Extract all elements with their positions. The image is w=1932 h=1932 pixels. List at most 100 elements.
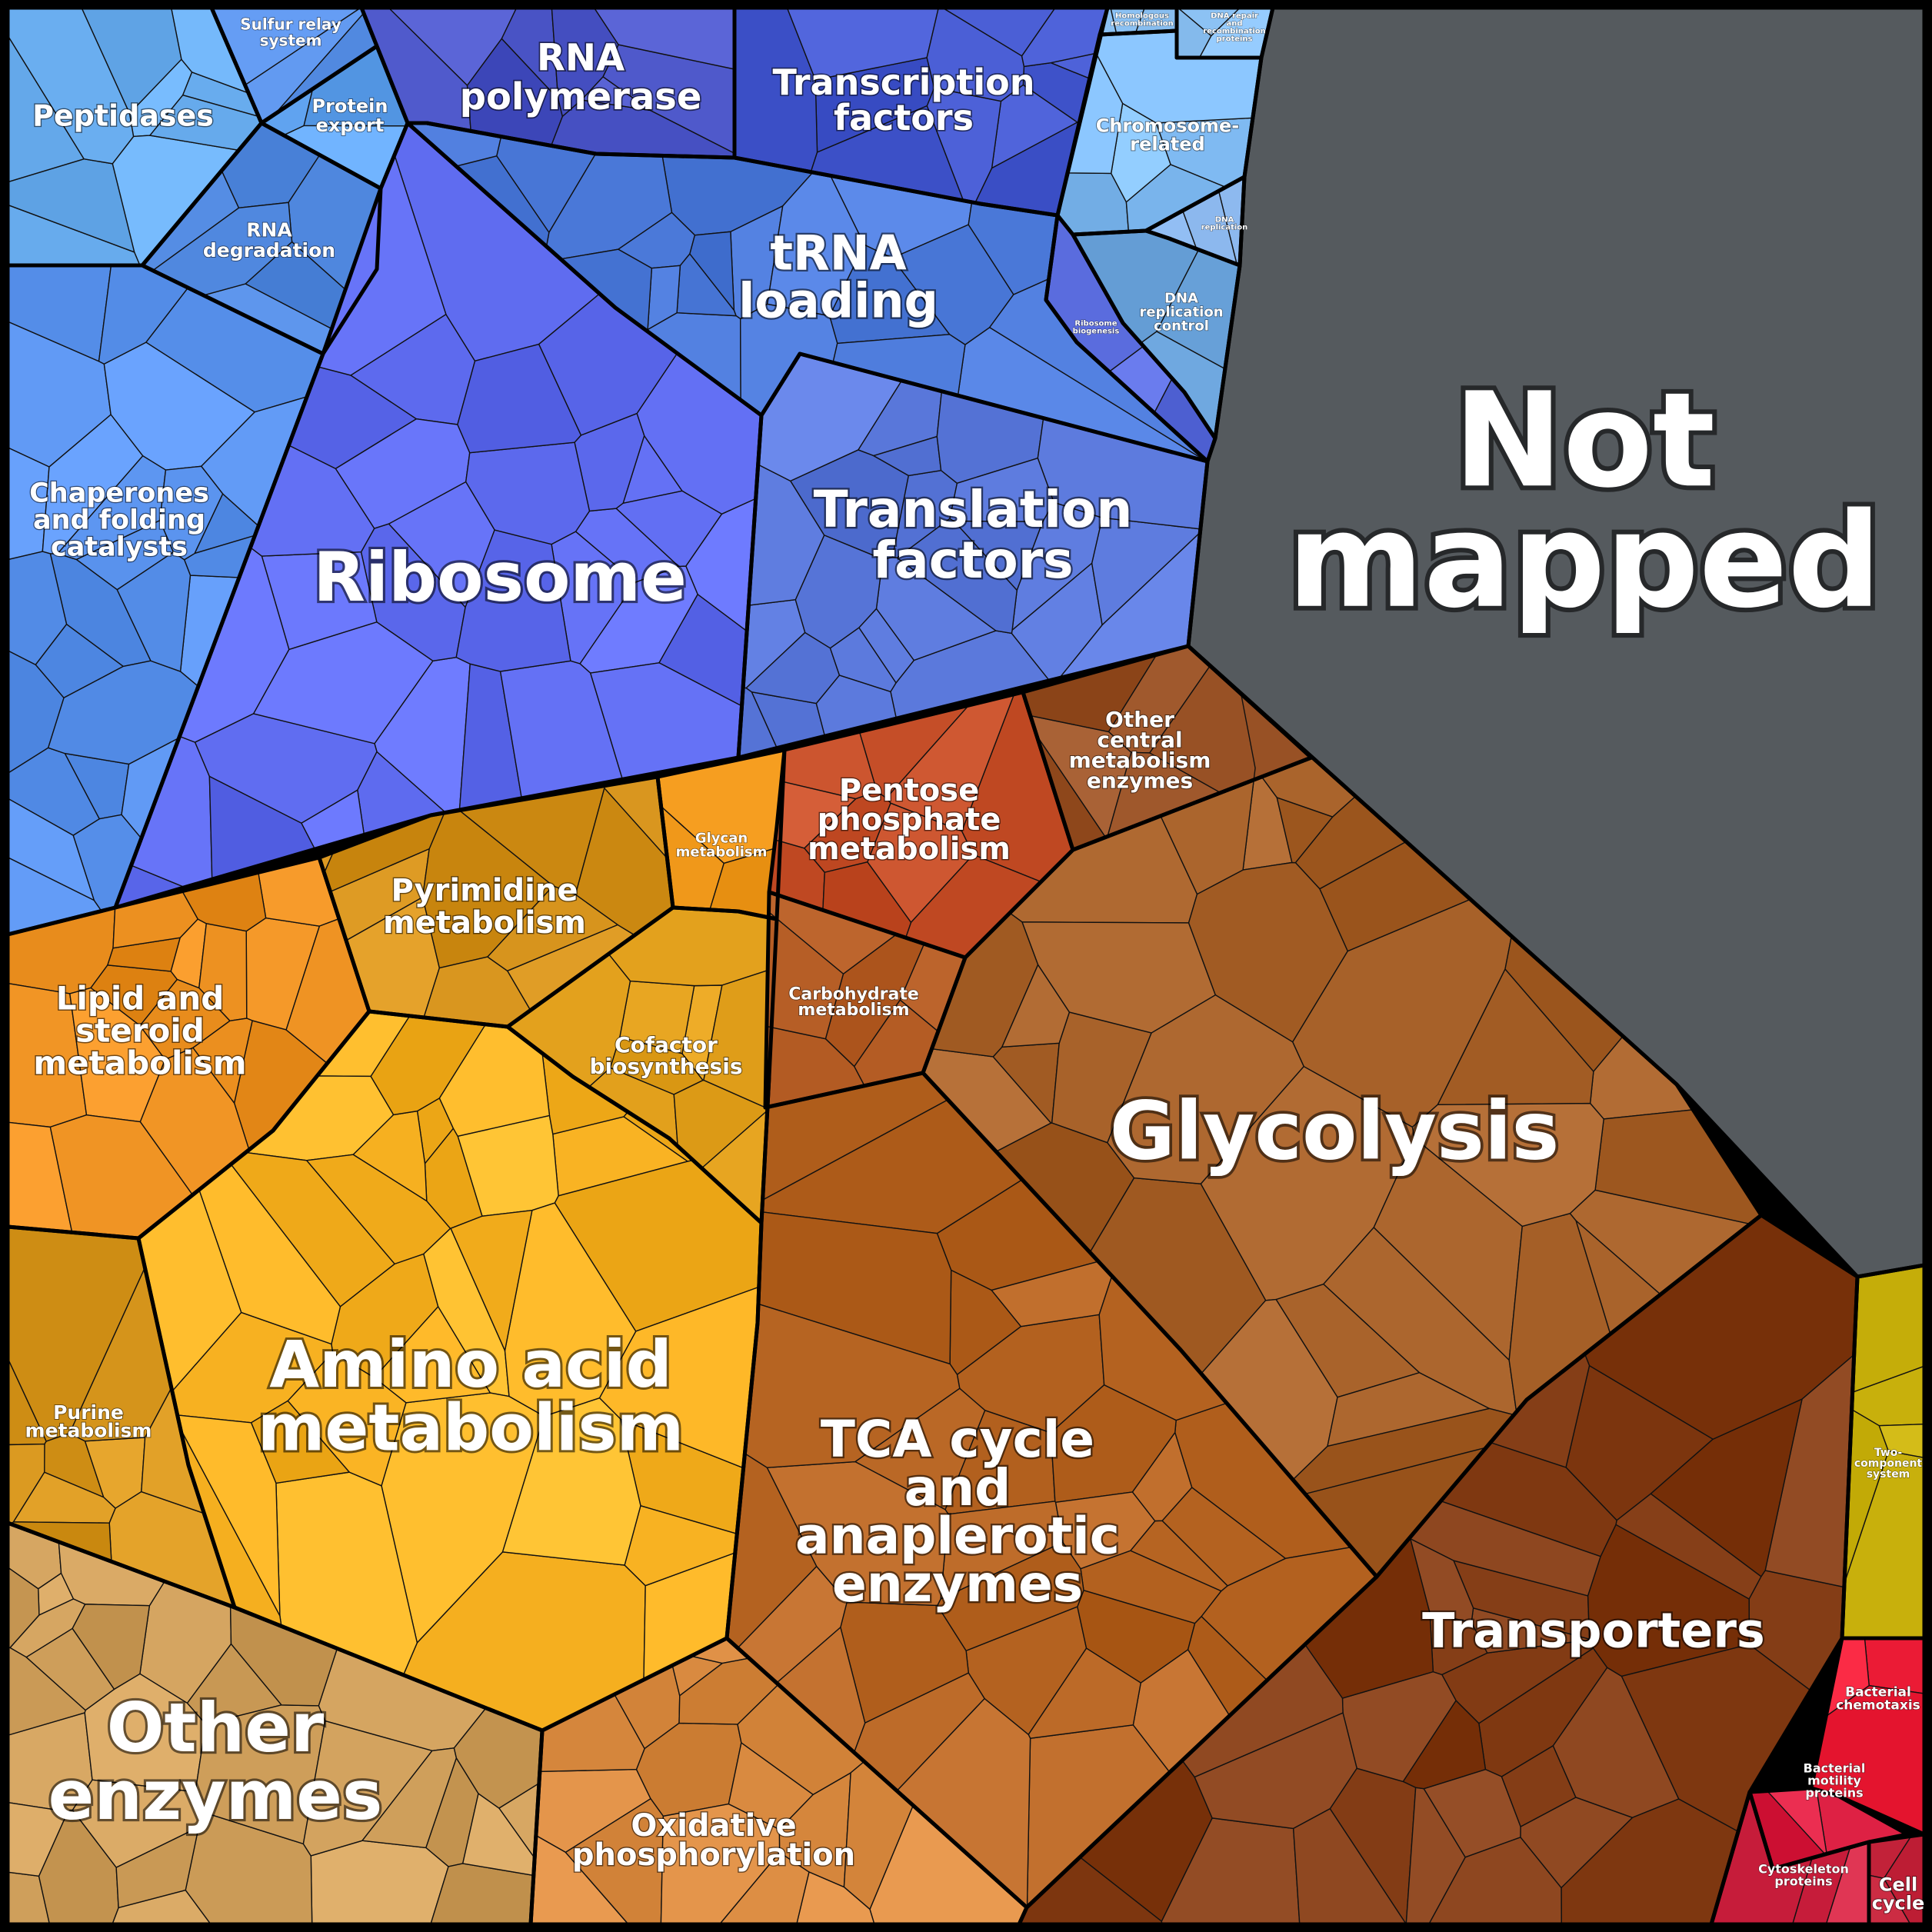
protein-cell	[689, 231, 735, 312]
protein-cell	[1501, 1744, 1577, 1827]
label-cofactor: Cofactor biosynthesis	[590, 1032, 743, 1079]
label-line: Peptidases	[32, 98, 214, 132]
label-line: metabolism	[33, 1044, 246, 1082]
label-line: Pentose	[839, 773, 979, 808]
protein-cell	[504, 1202, 637, 1417]
protein-cell	[7, 7, 135, 165]
protein-cell	[803, 791, 891, 874]
label-line: mapped	[1287, 485, 1881, 638]
protein-cell	[159, 465, 224, 561]
protein-cell	[115, 1826, 200, 1909]
protein-cell	[832, 334, 966, 397]
label-peptidases: Peptidases	[32, 98, 214, 132]
label-two-component: Two-component system	[1854, 1447, 1923, 1481]
label-line: DNA repair	[1211, 12, 1258, 21]
label-line: recombination	[1111, 20, 1174, 28]
label-line: loading	[738, 273, 938, 329]
label-line: factors	[872, 531, 1073, 590]
label-line: chemotaxis	[1836, 1697, 1920, 1713]
label-line: metabolism	[798, 1001, 909, 1020]
label-line: Homologous	[1115, 12, 1169, 21]
label-line: metabolism	[25, 1420, 152, 1442]
label-line: Two-	[1874, 1447, 1903, 1459]
label-pentose: Pentose phosphate metabolism	[808, 773, 1011, 867]
protein-cell	[252, 621, 434, 744]
label-other-central: Other central metabolism enzymes	[1069, 707, 1211, 794]
label-line: Carbohydrate	[788, 984, 919, 1004]
label-line: cycle	[1872, 1892, 1925, 1914]
label-line: Cell	[1879, 1874, 1917, 1895]
protein-cell	[310, 1840, 449, 1925]
label-line: steroid	[75, 1012, 205, 1050]
label-line: RNA	[537, 37, 625, 80]
protein-cell	[1402, 1699, 1487, 1790]
label-trna-loading: tRNA loading	[738, 225, 938, 329]
label-line: Glycolysis	[1110, 1084, 1560, 1178]
label-line: metabolism	[808, 831, 1011, 867]
label-bacterial-chemotaxis: Bacterial chemotaxis	[1836, 1684, 1920, 1713]
protein-cell	[361, 1747, 458, 1849]
label-line: Translation	[814, 480, 1133, 539]
label-line: enzymes	[1087, 768, 1193, 794]
protein-cell	[192, 1018, 253, 1104]
label-line: phosphate	[818, 802, 1001, 838]
protein-cell	[794, 535, 884, 649]
label-line: phosphorylation	[572, 1837, 855, 1873]
label-line: component	[1854, 1457, 1923, 1470]
label-cell-cycle: Cell cycle	[1872, 1874, 1925, 1914]
label-line: motility	[1807, 1774, 1861, 1788]
protein-cell	[1129, 1520, 1229, 1592]
protein-cell	[486, 885, 619, 972]
label-line: central	[1097, 728, 1182, 753]
label-line: catalysts	[51, 531, 188, 562]
label-line: Not	[1454, 365, 1715, 517]
protein-cell	[1054, 1491, 1156, 1570]
label-line: Transporters	[1422, 1603, 1765, 1659]
protein-cell	[949, 457, 1054, 522]
protein-cell	[926, 7, 1025, 102]
label-line: Sulfur relay	[240, 15, 341, 34]
label-line: and folding	[33, 505, 205, 535]
label-carbohydrate: Carbohydrate metabolism	[788, 984, 919, 1020]
protein-cell	[455, 529, 571, 672]
label-line: Amino acid	[269, 1327, 671, 1402]
label-line: Ribosome	[313, 538, 687, 617]
protein-cell	[1615, 1493, 1762, 1600]
label-bacterial-motility: Bacterial motility proteins	[1804, 1761, 1866, 1800]
label-sulfur-relay: Sulfur relay system	[240, 15, 341, 50]
label-line: DNA	[1164, 290, 1198, 306]
label-line: RNA	[246, 219, 292, 242]
protein-cell	[1520, 1797, 1634, 1889]
label-line: Other	[1105, 707, 1174, 732]
label-line: proteins	[1774, 1874, 1832, 1889]
label-amino-acid: Amino acid metabolism	[258, 1327, 684, 1465]
protein-cell	[450, 1209, 533, 1353]
label-line: Oxidative	[631, 1808, 796, 1844]
label-line: and	[904, 1458, 1011, 1517]
label-dna-replication: DNA replication	[1201, 216, 1248, 232]
label-line: proteins	[1805, 1786, 1863, 1800]
label-line: related	[1130, 133, 1204, 155]
label-line: degradation	[203, 239, 335, 261]
label-rna-degradation: RNA degradation	[203, 219, 335, 261]
label-glycan: Glycan metabolism	[676, 830, 768, 860]
label-ribosome-biogenesis: Ribosome biogenesis	[1073, 320, 1120, 336]
region-not-mapped	[1188, 8, 1924, 1277]
label-line: Chaperones	[29, 478, 209, 508]
label-tca: TCA cycle and anaplerotic enzymes	[795, 1410, 1120, 1614]
label-line: Transcription	[773, 62, 1035, 103]
label-line: replication	[1139, 304, 1223, 320]
label-dna-replication-control: DNA replication control	[1139, 290, 1223, 334]
label-protein-export: Protein export	[312, 95, 388, 136]
label-line: tRNA	[770, 225, 906, 281]
label-line: replication	[1201, 224, 1248, 232]
label-line: metabolism	[676, 844, 768, 860]
label-line: proteins	[1216, 35, 1252, 44]
label-line: enzymes	[48, 1756, 383, 1835]
protein-cell	[25, 1627, 115, 1711]
label-lipid: Lipid and steroid metabolism	[33, 980, 246, 1082]
label-not-mapped: Not mapped	[1287, 365, 1881, 637]
protein-cell	[1107, 994, 1305, 1184]
